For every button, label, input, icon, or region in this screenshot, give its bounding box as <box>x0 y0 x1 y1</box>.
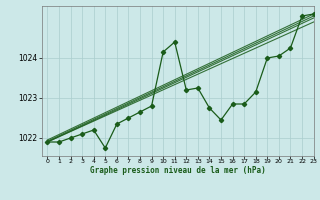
X-axis label: Graphe pression niveau de la mer (hPa): Graphe pression niveau de la mer (hPa) <box>90 166 266 175</box>
